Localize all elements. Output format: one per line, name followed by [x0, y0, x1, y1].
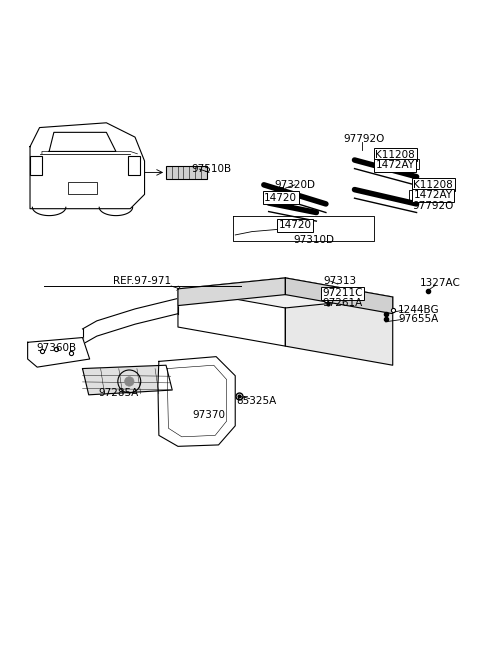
Text: 97792O: 97792O [413, 201, 454, 211]
Text: 85325A: 85325A [237, 396, 277, 405]
Text: K11208: K11208 [375, 150, 415, 160]
Bar [166, 166, 206, 179]
Polygon shape [285, 297, 393, 365]
Bar [30, 156, 42, 175]
Text: 97510B: 97510B [192, 164, 231, 174]
Bar [68, 182, 97, 194]
Text: 14720: 14720 [264, 193, 297, 203]
Text: 97370: 97370 [192, 410, 226, 420]
Text: 97360B: 97360B [36, 343, 76, 353]
Text: 1244BG: 1244BG [398, 305, 440, 316]
Text: 97285A: 97285A [98, 388, 138, 398]
Text: 97310D: 97310D [293, 235, 335, 245]
Polygon shape [28, 338, 90, 367]
Text: 97211C: 97211C [323, 288, 363, 298]
Polygon shape [178, 289, 285, 346]
Polygon shape [158, 357, 235, 446]
Polygon shape [83, 365, 172, 395]
Polygon shape [285, 278, 393, 314]
Circle shape [124, 377, 134, 386]
Text: 14720: 14720 [278, 220, 312, 230]
Text: REF.97-971: REF.97-971 [113, 276, 171, 286]
Text: 97320D: 97320D [275, 180, 315, 190]
Text: 1472AY: 1472AY [375, 160, 415, 171]
Polygon shape [178, 278, 393, 308]
Bar [128, 156, 140, 175]
Text: 97792O: 97792O [343, 134, 385, 144]
Polygon shape [178, 278, 285, 306]
Text: 97655A: 97655A [399, 314, 439, 325]
Bar [409, 190, 419, 200]
Text: 1327AC: 1327AC [420, 277, 461, 288]
Bar [275, 187, 283, 197]
Bar [284, 195, 293, 205]
Text: 97261A: 97261A [323, 298, 363, 308]
Text: 1472AY: 1472AY [414, 190, 453, 200]
Bar [409, 159, 419, 169]
Text: 97313: 97313 [324, 276, 357, 286]
Text: K11208: K11208 [413, 180, 453, 190]
